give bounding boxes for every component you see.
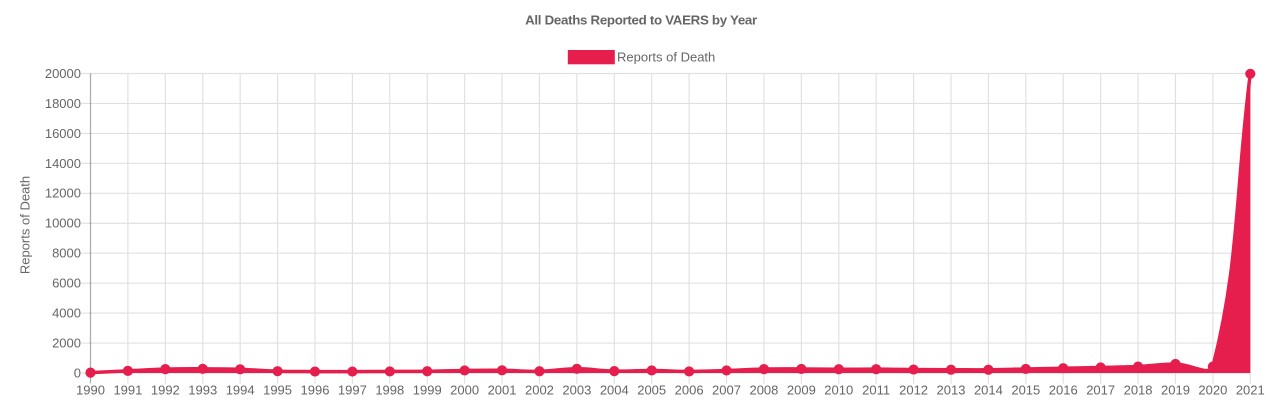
svg-text:2007: 2007 [712, 383, 741, 398]
svg-text:10000: 10000 [45, 216, 81, 231]
svg-text:2004: 2004 [600, 383, 629, 398]
svg-text:2009: 2009 [787, 383, 816, 398]
svg-text:2000: 2000 [450, 383, 479, 398]
svg-text:1995: 1995 [263, 383, 292, 398]
svg-text:2008: 2008 [749, 383, 778, 398]
svg-text:1993: 1993 [188, 383, 217, 398]
svg-text:6000: 6000 [52, 276, 81, 291]
svg-text:2001: 2001 [488, 383, 517, 398]
svg-text:2019: 2019 [1161, 383, 1190, 398]
svg-text:4000: 4000 [52, 306, 81, 321]
svg-text:16000: 16000 [45, 126, 81, 141]
svg-text:2020: 2020 [1198, 383, 1227, 398]
svg-text:2017: 2017 [1086, 383, 1115, 398]
svg-text:2016: 2016 [1049, 383, 1078, 398]
svg-text:2000: 2000 [52, 335, 81, 350]
svg-text:1994: 1994 [226, 383, 255, 398]
svg-text:2014: 2014 [974, 383, 1003, 398]
svg-text:2003: 2003 [562, 383, 591, 398]
svg-text:Reports of Death: Reports of Death [617, 49, 715, 64]
svg-text:2018: 2018 [1124, 383, 1153, 398]
svg-text:1990: 1990 [76, 383, 105, 398]
svg-text:1996: 1996 [301, 383, 330, 398]
svg-text:All Deaths Reported to VAERS b: All Deaths Reported to VAERS by Year [525, 12, 757, 27]
svg-text:1997: 1997 [338, 383, 367, 398]
svg-text:1998: 1998 [375, 383, 404, 398]
svg-text:1991: 1991 [113, 383, 142, 398]
svg-text:18000: 18000 [45, 96, 81, 111]
svg-text:12000: 12000 [45, 186, 81, 201]
svg-text:2010: 2010 [824, 383, 853, 398]
svg-text:2005: 2005 [637, 383, 666, 398]
svg-text:20000: 20000 [45, 66, 81, 81]
svg-text:8000: 8000 [52, 246, 81, 261]
svg-text:2015: 2015 [1011, 383, 1040, 398]
svg-text:2013: 2013 [937, 383, 966, 398]
svg-text:2002: 2002 [525, 383, 554, 398]
svg-text:2021: 2021 [1236, 383, 1265, 398]
svg-text:1999: 1999 [413, 383, 442, 398]
svg-text:2012: 2012 [899, 383, 928, 398]
svg-text:1992: 1992 [151, 383, 180, 398]
svg-text:2006: 2006 [675, 383, 704, 398]
svg-text:0: 0 [74, 365, 81, 380]
svg-text:Reports of Death: Reports of Death [18, 176, 33, 274]
svg-text:14000: 14000 [45, 156, 81, 171]
svg-text:2011: 2011 [862, 383, 890, 398]
